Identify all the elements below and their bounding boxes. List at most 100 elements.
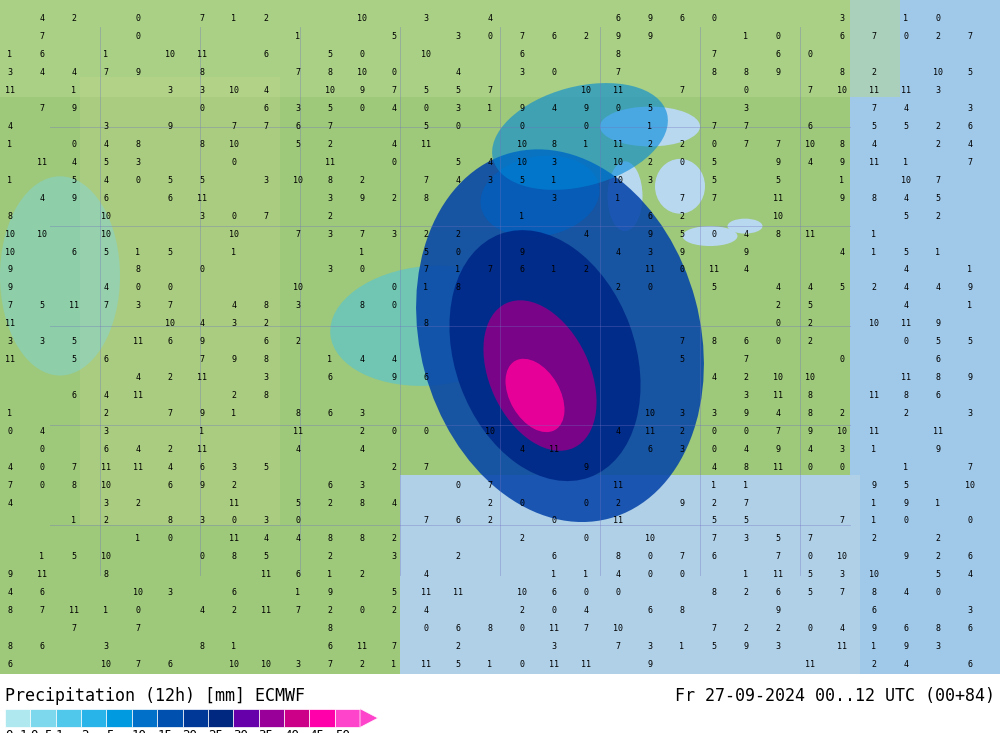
Text: 10: 10: [165, 320, 175, 328]
Text: 7: 7: [488, 265, 492, 274]
Text: 0: 0: [40, 481, 44, 490]
Text: 8: 8: [680, 606, 684, 615]
Text: 8: 8: [328, 624, 332, 633]
Text: 7: 7: [872, 104, 876, 113]
Text: 11: 11: [645, 427, 655, 436]
Text: 3: 3: [296, 301, 300, 310]
Text: 9: 9: [72, 194, 76, 203]
Text: 11: 11: [325, 158, 335, 167]
Text: 0: 0: [72, 140, 76, 149]
Text: 3: 3: [648, 176, 652, 185]
Text: 0: 0: [744, 427, 748, 436]
Text: 11: 11: [229, 498, 239, 507]
Ellipse shape: [483, 301, 597, 451]
Text: 7: 7: [360, 229, 364, 238]
Text: 4: 4: [904, 104, 908, 113]
Text: 10: 10: [837, 86, 847, 95]
Text: 1: 1: [8, 51, 12, 59]
Text: 0: 0: [680, 265, 684, 274]
Text: 8: 8: [104, 570, 108, 579]
Text: 11: 11: [197, 373, 207, 382]
Text: 15: 15: [157, 729, 172, 733]
Text: 10: 10: [613, 176, 623, 185]
Text: 6: 6: [456, 517, 460, 526]
Text: 6: 6: [872, 606, 876, 615]
Text: 5: 5: [456, 86, 460, 95]
Text: 6: 6: [328, 642, 332, 651]
Text: 40: 40: [284, 729, 299, 733]
Text: 7: 7: [424, 176, 428, 185]
Text: 8: 8: [872, 194, 876, 203]
Text: 6: 6: [648, 606, 652, 615]
Text: 5: 5: [936, 570, 940, 579]
Text: 8: 8: [712, 68, 716, 77]
Text: 3: 3: [8, 68, 12, 77]
Text: 1: 1: [488, 104, 492, 113]
Text: 2: 2: [872, 68, 876, 77]
Text: 2: 2: [872, 284, 876, 292]
Bar: [335, 709, 360, 727]
Text: 4: 4: [488, 15, 492, 23]
Text: 11: 11: [261, 606, 271, 615]
Text: 6: 6: [712, 553, 716, 561]
Text: 6: 6: [168, 660, 173, 669]
Text: 10: 10: [901, 176, 911, 185]
Text: 2: 2: [840, 409, 844, 418]
Text: 9: 9: [648, 660, 652, 669]
Text: 1: 1: [680, 642, 684, 651]
Text: 4: 4: [744, 229, 748, 238]
Bar: [400, 475, 860, 674]
Text: 0: 0: [936, 15, 940, 23]
Text: 5: 5: [200, 176, 205, 185]
Text: 5: 5: [106, 729, 114, 733]
Text: 0: 0: [232, 158, 237, 167]
Text: 8: 8: [776, 229, 780, 238]
Text: 9: 9: [744, 248, 748, 257]
Text: 1: 1: [744, 481, 748, 490]
Text: 8: 8: [200, 68, 205, 77]
Text: 1: 1: [968, 265, 972, 274]
Text: 11: 11: [421, 660, 431, 669]
Text: 0: 0: [424, 104, 428, 113]
Text: 8: 8: [424, 320, 428, 328]
Text: 5: 5: [904, 122, 908, 131]
Text: 7: 7: [872, 32, 876, 41]
Text: 7: 7: [424, 463, 428, 471]
Text: 6: 6: [648, 212, 652, 221]
Text: 3: 3: [712, 409, 716, 418]
Text: 3: 3: [968, 606, 972, 615]
Text: 9: 9: [200, 481, 205, 490]
Text: 3: 3: [168, 588, 173, 597]
Text: 0: 0: [840, 463, 844, 471]
Text: 7: 7: [296, 606, 300, 615]
Text: 5: 5: [712, 517, 716, 526]
Text: 1: 1: [904, 158, 908, 167]
Text: 10: 10: [773, 373, 783, 382]
Text: 0: 0: [520, 660, 524, 669]
Text: 2: 2: [584, 32, 588, 41]
Text: 4: 4: [8, 588, 12, 597]
Text: 10: 10: [325, 86, 335, 95]
Text: 1: 1: [424, 284, 428, 292]
Text: 11: 11: [901, 373, 911, 382]
Text: 5: 5: [968, 337, 972, 346]
Text: 4: 4: [200, 320, 205, 328]
Text: 9: 9: [360, 86, 364, 95]
Ellipse shape: [416, 150, 704, 522]
Text: 1: 1: [584, 140, 588, 149]
Text: 7: 7: [136, 624, 140, 633]
Text: 0: 0: [40, 445, 44, 454]
Text: 6: 6: [168, 337, 173, 346]
Text: 8: 8: [616, 51, 620, 59]
Text: 0: 0: [616, 104, 620, 113]
Text: 1: 1: [584, 570, 588, 579]
Text: 4: 4: [904, 265, 908, 274]
Text: 4: 4: [136, 445, 140, 454]
Text: 7: 7: [40, 606, 44, 615]
Text: 6: 6: [840, 32, 844, 41]
Text: 7: 7: [72, 463, 76, 471]
Text: 1: 1: [872, 229, 876, 238]
Text: 11: 11: [869, 427, 879, 436]
Text: 2: 2: [648, 158, 652, 167]
Text: 2: 2: [936, 534, 940, 543]
